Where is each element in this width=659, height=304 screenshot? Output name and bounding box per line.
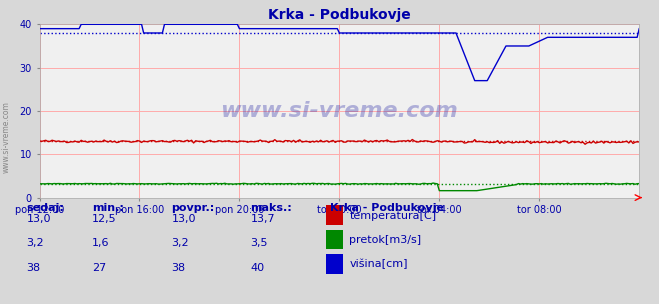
- Text: 13,0: 13,0: [26, 214, 51, 224]
- Text: 13,0: 13,0: [171, 214, 196, 224]
- Text: višina[cm]: višina[cm]: [349, 259, 408, 270]
- Text: 3,2: 3,2: [171, 238, 189, 248]
- Text: Krka - Podbukovje: Krka - Podbukovje: [330, 203, 444, 213]
- Text: www.si-vreme.com: www.si-vreme.com: [2, 101, 11, 173]
- Text: min.:: min.:: [92, 203, 124, 213]
- Text: 3,2: 3,2: [26, 238, 44, 248]
- Text: maks.:: maks.:: [250, 203, 292, 213]
- Text: 38: 38: [171, 263, 185, 273]
- Text: 40: 40: [250, 263, 264, 273]
- Text: sedaj:: sedaj:: [26, 203, 64, 213]
- Text: 3,5: 3,5: [250, 238, 268, 248]
- Text: 38: 38: [26, 263, 40, 273]
- Text: povpr.:: povpr.:: [171, 203, 215, 213]
- Text: 27: 27: [92, 263, 107, 273]
- Text: temperatura[C]: temperatura[C]: [349, 211, 436, 221]
- Title: Krka - Podbukovje: Krka - Podbukovje: [268, 8, 411, 22]
- Text: pretok[m3/s]: pretok[m3/s]: [349, 235, 421, 245]
- Text: 13,7: 13,7: [250, 214, 275, 224]
- Text: 12,5: 12,5: [92, 214, 117, 224]
- Text: www.si-vreme.com: www.si-vreme.com: [221, 101, 458, 121]
- Text: 1,6: 1,6: [92, 238, 110, 248]
